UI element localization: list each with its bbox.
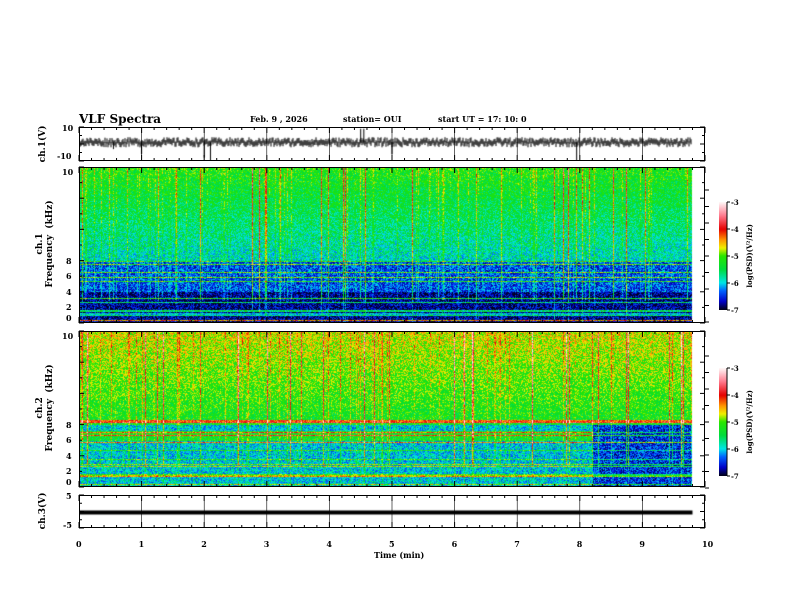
colorbar-tick-label: -6 <box>731 279 739 288</box>
colorbar-tick-label: -6 <box>731 445 739 454</box>
colorbar-tick-label: -7 <box>731 306 739 315</box>
x-tick-label: 0 <box>76 539 82 549</box>
freq-tick-label: 8 <box>66 419 72 430</box>
freq-tick-label: 8 <box>66 255 72 266</box>
freq-tick-label: 2 <box>66 466 72 477</box>
x-tick-label: 10 <box>702 539 714 549</box>
ch1-ytick: -10 <box>57 151 72 161</box>
freq-tick-label: 6 <box>66 435 72 446</box>
colorbar-tick-label: -5 <box>731 252 739 261</box>
x-tick-label: 3 <box>263 539 270 549</box>
freq-tick-label: 0 <box>66 477 72 487</box>
colorbar-tick-label: -5 <box>731 418 739 427</box>
freq-tick-label: 10 <box>62 331 74 341</box>
date-label: Feb. 9 , 2026 <box>250 114 308 124</box>
ch1-ytick: 10 <box>62 123 74 133</box>
x-tick-label: 4 <box>326 539 332 549</box>
x-tick-label: 7 <box>514 539 520 549</box>
ch3-ytick: 5 <box>66 491 72 501</box>
ch2-colorbar <box>719 368 727 476</box>
figure-title: VLF Spectra <box>79 112 162 126</box>
x-tick-label: 1 <box>138 539 145 549</box>
start-time-label: start UT = 17: 10: 0 <box>438 114 527 124</box>
ch2-spectrogram <box>79 331 705 487</box>
x-tick-label: 2 <box>201 539 207 549</box>
freq-tick-label: 0 <box>66 313 72 323</box>
freq-tick-label: 2 <box>66 302 72 313</box>
freq-tick-label: 6 <box>66 271 72 282</box>
station-label: station= OUI <box>343 114 402 124</box>
colorbar-tick-label: -4 <box>731 391 739 400</box>
colorbar-tick-label: -4 <box>731 225 739 234</box>
ch3-ytick: -5 <box>63 520 72 530</box>
x-tick-label: 6 <box>451 539 458 549</box>
x-tick-label: 8 <box>576 539 583 549</box>
colorbar-tick-label: -3 <box>731 198 739 207</box>
colorbar-tick-label: -3 <box>731 364 739 373</box>
freq-tick-label: 10 <box>62 167 74 177</box>
ch1-spectrogram <box>79 167 705 323</box>
colorbar-tick-label: -7 <box>731 472 739 481</box>
freq-tick-label: 4 <box>66 450 72 461</box>
x-tick-label: 5 <box>389 539 395 549</box>
x-axis-label: Time (min) <box>374 550 425 560</box>
freq-tick-label: 4 <box>66 286 72 297</box>
ch1-colorbar <box>719 202 727 310</box>
x-tick-label: 9 <box>639 539 645 549</box>
